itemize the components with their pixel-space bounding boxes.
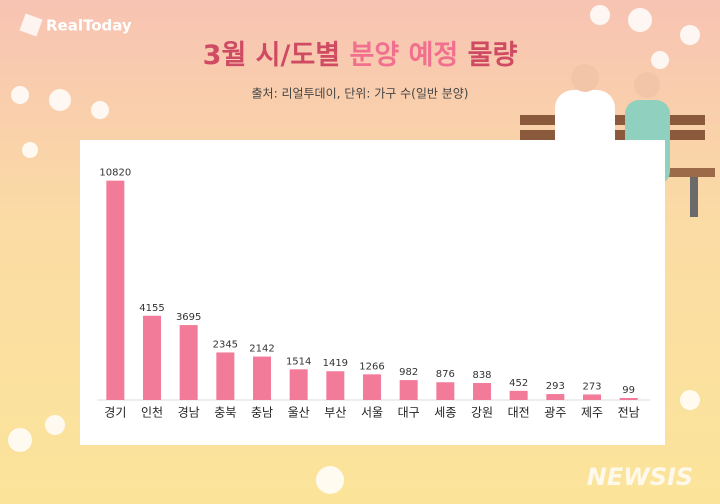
data-label: 838 [472, 370, 491, 381]
x-tick-label: 광주 [544, 406, 566, 420]
bar [326, 371, 345, 400]
x-tick-label: 부산 [324, 406, 346, 420]
bar [583, 394, 601, 400]
title-part: 물량 [468, 40, 518, 71]
bar [216, 352, 235, 400]
bar [106, 180, 125, 400]
x-tick-label: 제주 [581, 406, 603, 420]
title-part: 분양 예정 [349, 40, 458, 71]
x-tick-label: 인천 [141, 405, 163, 420]
x-tick-label: 세종 [434, 406, 456, 420]
data-label: 452 [509, 378, 528, 389]
bar [179, 325, 198, 400]
data-label: 876 [436, 369, 455, 380]
x-tick-label: 전남 [618, 406, 640, 420]
x-tick-label: 충북 [214, 406, 236, 420]
chart-title: 3월 시/도별 분양 예정 물량 [203, 40, 518, 71]
blossoms [8, 5, 700, 494]
bar [473, 383, 491, 400]
data-label: 3695 [176, 312, 201, 323]
data-label: 99 [622, 385, 635, 396]
x-tick-label: 울산 [288, 406, 310, 420]
bar [546, 394, 565, 400]
data-label: 10820 [99, 168, 131, 179]
logo [19, 13, 43, 37]
data-label: 293 [546, 381, 565, 392]
x-tick-label: 경남 [178, 406, 200, 420]
bar [436, 382, 455, 400]
data-label: 1266 [359, 361, 384, 372]
bar [253, 356, 271, 400]
data-label: 273 [582, 381, 601, 392]
chart-subtitle: 출처: 리얼투데이, 단위: 가구 수(일반 분양) [252, 87, 469, 101]
x-tick-label: 강원 [471, 406, 493, 420]
data-label: 2345 [213, 339, 238, 350]
data-label: 4155 [139, 303, 164, 314]
x-tick-label: 충남 [251, 406, 273, 420]
watermark: NEWSIS [587, 463, 693, 491]
x-tick-label: 대구 [398, 406, 420, 420]
x-tick-label: 서울 [361, 406, 383, 420]
bar [399, 380, 418, 400]
bar [363, 374, 381, 400]
x-tick-label: 경기 [104, 406, 126, 420]
data-label: 1514 [286, 356, 311, 367]
bar [143, 315, 161, 400]
title-part: 3월 시/도별 [203, 40, 340, 71]
data-label: 2142 [249, 344, 274, 355]
bar [619, 397, 638, 400]
data-label: 982 [399, 367, 418, 378]
data-label: 1419 [323, 358, 348, 369]
brand-logo: RealToday [46, 17, 132, 35]
bar [509, 390, 528, 400]
x-tick-label: 대전 [508, 406, 530, 420]
bar [289, 369, 308, 400]
